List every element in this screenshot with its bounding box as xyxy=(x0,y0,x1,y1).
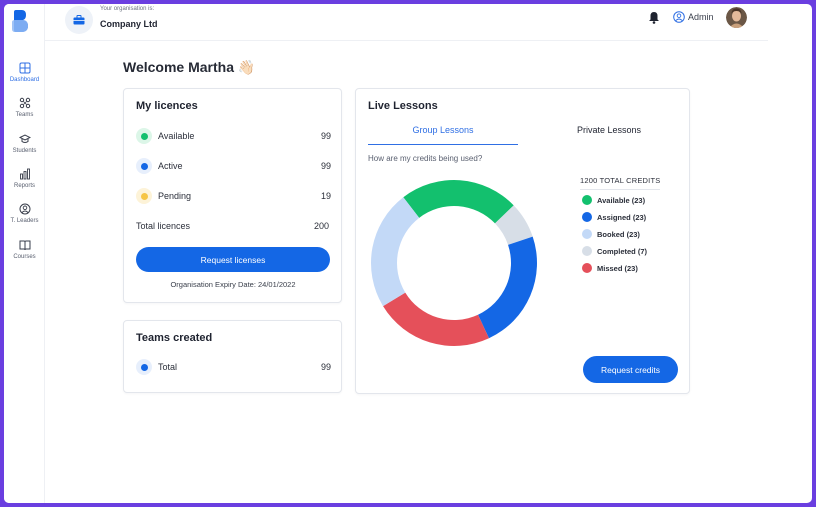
sidebar-item-teams[interactable]: Teams xyxy=(4,97,45,118)
card-title: Teams created xyxy=(136,332,213,344)
admin-user-icon xyxy=(673,11,685,23)
app-logo xyxy=(12,10,28,32)
legend-swatch xyxy=(582,263,592,273)
bell-icon[interactable] xyxy=(648,11,660,24)
status-indicator xyxy=(136,128,152,144)
teams-total-value: 99 xyxy=(320,362,331,372)
legend-item-booked: Booked (23) xyxy=(582,229,640,239)
legend-label: Completed (7) xyxy=(597,246,648,256)
app-window: Dashboard Teams Students xyxy=(4,4,812,503)
sidebar-item-students[interactable]: Students xyxy=(4,133,45,154)
sidebar-item-reports[interactable]: Reports xyxy=(4,168,45,189)
user-menu[interactable]: Admin xyxy=(673,11,714,23)
donut-segment-assigned xyxy=(478,236,537,339)
licence-row-active: Active 99 xyxy=(136,158,331,174)
teams-total-label: Total xyxy=(158,362,178,372)
grid-icon xyxy=(19,62,30,74)
status-indicator xyxy=(136,359,152,375)
graduation-cap-icon xyxy=(18,134,31,143)
sidebar-item-t-leaders[interactable]: T. Leaders xyxy=(4,203,45,224)
sidebar-item-courses[interactable]: Courses xyxy=(4,239,45,260)
sidebar-item-label: T. Leaders xyxy=(10,218,39,224)
legend-label: Available (23) xyxy=(597,195,646,205)
request-licenses-button[interactable]: Request licenses xyxy=(136,247,330,272)
donut-segment-completed xyxy=(495,205,533,245)
donut-segment-available xyxy=(403,180,514,224)
licence-row-available: Available 99 xyxy=(136,128,331,144)
donut-segment-missed xyxy=(383,292,489,346)
top-bar: Your organisation is: Company Ltd Admin xyxy=(45,4,768,41)
expiry-date: Organisation Expiry Date: 24/01/2022 xyxy=(170,280,296,289)
donut-segment-booked xyxy=(371,197,420,307)
briefcase-icon xyxy=(73,15,85,25)
legend-item-available: Available (23) xyxy=(582,195,645,205)
licences-card: My licences Available 99 Active 99 Pendi… xyxy=(123,88,342,303)
status-indicator xyxy=(136,188,152,204)
licence-value: 99 xyxy=(320,161,331,171)
licence-label: Pending xyxy=(158,191,192,201)
organisation-caption: Your organisation is: xyxy=(100,6,155,12)
licence-value: 19 xyxy=(320,191,331,201)
tab-group-lessons[interactable]: Group Lessons xyxy=(368,125,518,145)
sidebar-item-label: Courses xyxy=(13,254,36,260)
legend-swatch xyxy=(582,195,592,205)
teams-card: Teams created Total 99 xyxy=(123,320,342,393)
tab-private-lessons[interactable]: Private Lessons xyxy=(576,125,642,135)
legend-swatch xyxy=(582,246,592,256)
request-credits-button[interactable]: Request credits xyxy=(583,356,678,383)
page-title: Welcome Martha 👋🏻 xyxy=(123,59,256,75)
legend-swatch xyxy=(582,212,592,222)
total-licences-row: Total licences 200 xyxy=(136,221,329,231)
organisation-badge xyxy=(65,6,93,34)
card-title: Live Lessons xyxy=(368,100,438,112)
sidebar-item-label: Teams xyxy=(15,112,34,118)
legend-item-missed: Missed (23) xyxy=(582,263,638,273)
sidebar-item-dashboard[interactable]: Dashboard xyxy=(4,62,45,83)
total-licences-label: Total licences xyxy=(136,221,191,231)
licence-value: 99 xyxy=(320,131,331,141)
sidebar-item-label: Dashboard xyxy=(9,77,40,83)
credits-donut-chart xyxy=(371,180,537,346)
teams-total-row: Total 99 xyxy=(136,359,331,375)
card-title: My licences xyxy=(136,100,198,112)
lesson-tabs: Group Lessons Private Lessons xyxy=(368,125,678,145)
legend-label: Assigned (23) xyxy=(597,212,647,222)
credits-question: How are my credits being used? xyxy=(368,154,483,163)
licence-label: Active xyxy=(158,161,183,171)
legend-item-completed: Completed (7) xyxy=(582,246,647,256)
avatar[interactable] xyxy=(726,7,747,28)
sidebar-item-label: Reports xyxy=(13,183,35,189)
live-lessons-card: Live Lessons Group Lessons Private Lesso… xyxy=(355,88,690,394)
book-icon xyxy=(19,240,30,251)
user-role-label: Admin xyxy=(688,12,714,22)
total-licences-value: 200 xyxy=(313,221,329,231)
legend-label: Missed (23) xyxy=(597,263,638,273)
total-credits-label: 1200 TOTAL CREDITS xyxy=(580,176,661,190)
user-circle-icon xyxy=(19,203,30,215)
legend-label: Booked (23) xyxy=(597,229,640,239)
status-indicator xyxy=(136,158,152,174)
legend-item-assigned: Assigned (23) xyxy=(582,212,646,222)
licence-label: Available xyxy=(158,131,195,141)
bar-chart-icon xyxy=(19,168,30,180)
teams-icon xyxy=(19,97,30,109)
licence-row-pending: Pending 19 xyxy=(136,188,331,204)
organisation-name: Company Ltd xyxy=(100,19,158,29)
sidebar-item-label: Students xyxy=(12,148,37,154)
sidebar: Dashboard Teams Students xyxy=(4,4,45,503)
legend-swatch xyxy=(582,229,592,239)
